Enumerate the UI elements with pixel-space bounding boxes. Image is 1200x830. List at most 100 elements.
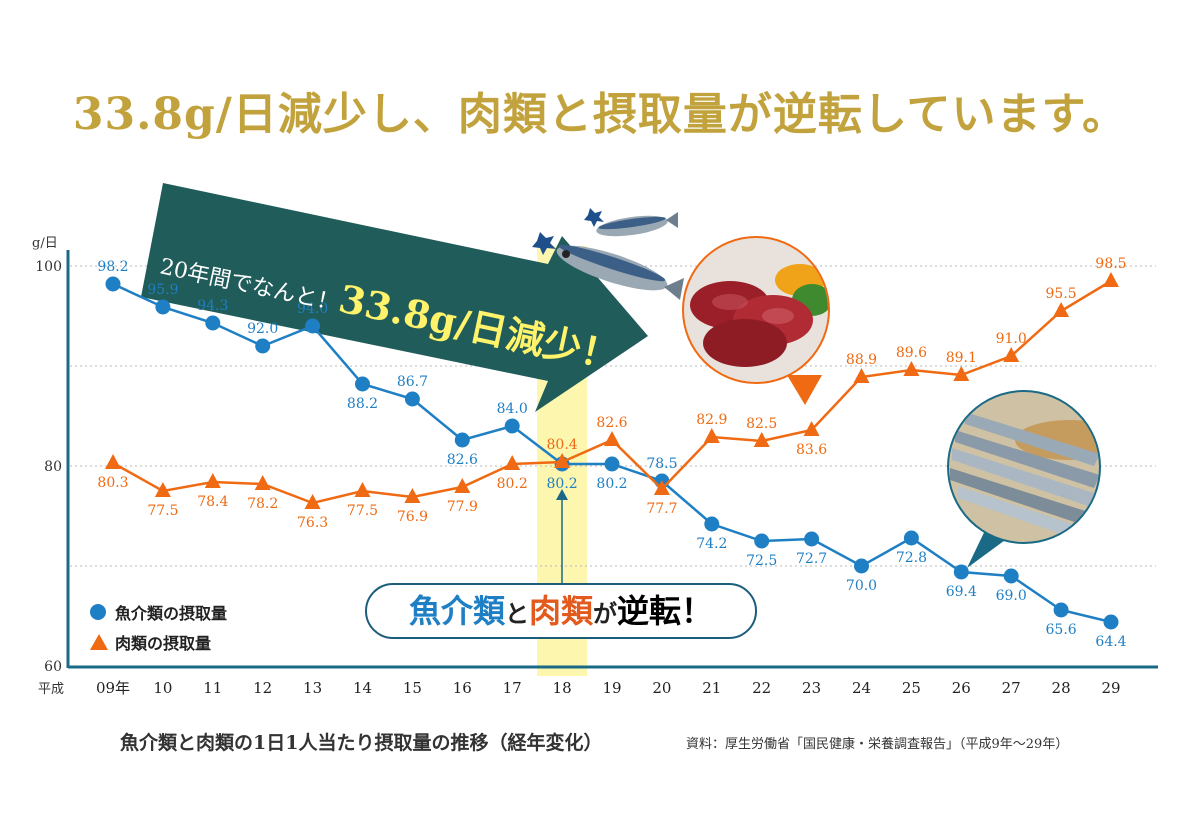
data-label: 78.5	[646, 456, 677, 472]
data-label: 80.2	[547, 476, 578, 492]
data-label: 76.3	[297, 515, 328, 531]
y-axis-unit: g/日	[32, 236, 58, 251]
callout-meat: 肉類	[528, 592, 593, 630]
data-label: 77.5	[347, 503, 378, 519]
data-label: 82.5	[746, 416, 777, 432]
circle-marker-icon	[90, 604, 106, 620]
data-label: 77.7	[646, 501, 677, 517]
y-tick-label: 100	[35, 259, 62, 275]
banner-arrow	[141, 183, 648, 412]
data-label: 65.6	[1046, 622, 1077, 638]
data-label: 84.0	[497, 401, 528, 417]
x-tick-label: 12	[253, 679, 272, 697]
data-point-circle	[754, 533, 770, 549]
data-label: 80.4	[547, 437, 578, 453]
data-label: 88.9	[846, 352, 877, 368]
highlight-pointer-arrowhead	[556, 489, 568, 500]
data-point-circle	[704, 516, 720, 532]
data-label: 77.9	[447, 499, 478, 515]
data-label: 94.3	[197, 298, 228, 314]
data-label: 72.5	[746, 553, 777, 569]
x-tick-label: 18	[553, 679, 572, 697]
x-tick-label: 27	[1002, 679, 1021, 697]
data-point-triangle	[454, 478, 471, 493]
y-tick-label: 60	[44, 659, 62, 675]
data-point-circle	[355, 376, 370, 392]
data-point-triangle	[653, 480, 670, 495]
x-tick-label: 25	[902, 679, 921, 697]
data-point-circle	[604, 456, 620, 472]
data-point-circle	[155, 299, 171, 315]
data-label: 94.0	[297, 301, 328, 317]
data-point-triangle	[105, 454, 121, 469]
x-tick-label: 29	[1101, 679, 1120, 697]
data-point-triangle	[354, 482, 371, 497]
x-tick-label: 17	[503, 679, 522, 697]
data-point-triangle	[753, 432, 770, 447]
x-tick-label: 14	[353, 679, 372, 697]
page-headline: 33.8g/日減少し、肉類と摂取量が逆転しています。	[72, 89, 1128, 140]
y-tick-label: 80	[44, 459, 62, 475]
data-point-circle	[854, 558, 869, 574]
data-point-triangle	[703, 428, 720, 443]
data-label: 89.1	[946, 350, 977, 366]
data-label: 82.6	[447, 452, 478, 468]
data-point-circle	[804, 531, 820, 547]
data-point-triangle	[903, 361, 920, 376]
x-tick-label: 22	[752, 679, 771, 697]
data-label: 98.5	[1095, 256, 1126, 272]
data-point-circle	[504, 418, 520, 434]
data-point-triangle	[504, 455, 521, 470]
data-point-circle	[903, 530, 919, 546]
meat-photo-icon	[682, 236, 830, 405]
data-label: 80.3	[97, 475, 128, 491]
data-point-triangle	[254, 475, 271, 490]
data-label: 98.2	[97, 259, 128, 275]
series-meat: 80.3 77.5 78.4 78.2 76.3 77.5 76.9 77.9 80.2 80.4…	[97, 256, 1126, 531]
data-point-circle	[305, 318, 321, 334]
data-label: 72.7	[796, 551, 827, 567]
chart-caption: 魚介類と肉類の1日1人当たり摂取量の推移（経年変化）	[120, 732, 603, 754]
x-tick-label: 28	[1052, 679, 1071, 697]
data-label: 78.2	[247, 496, 278, 512]
data-label: 83.6	[796, 442, 827, 458]
saury-photo-icon	[947, 390, 1101, 568]
x-tick-label: 09年	[96, 679, 130, 697]
data-point-triangle	[154, 482, 171, 497]
data-point-triangle	[1003, 347, 1020, 362]
reversal-callout: 魚介類と肉類が逆転！	[365, 583, 757, 639]
legend-item-meat: 肉類の摂取量	[90, 627, 227, 657]
data-point-triangle	[1053, 302, 1070, 317]
x-tick-label: 16	[453, 679, 472, 697]
x-tick-label: 10	[153, 679, 172, 697]
data-label: 82.9	[696, 412, 727, 428]
data-label: 64.4	[1095, 634, 1126, 650]
x-axis-prefix: 平成	[38, 682, 64, 697]
data-label: 80.2	[596, 476, 627, 492]
data-point-circle	[404, 391, 420, 407]
data-point-triangle	[853, 368, 870, 383]
data-label: 86.7	[397, 374, 428, 390]
data-point-circle	[205, 315, 221, 331]
data-point-triangle	[1103, 272, 1119, 287]
x-tick-label: 15	[403, 679, 422, 697]
data-point-triangle	[604, 431, 620, 446]
data-label: 70.0	[846, 578, 877, 594]
triangle-marker-icon	[90, 634, 108, 650]
data-label: 77.5	[147, 503, 178, 519]
data-label: 95.5	[1046, 286, 1077, 302]
data-label: 76.9	[397, 509, 428, 525]
data-point-circle	[953, 564, 969, 580]
callout-reversal: 逆転！	[617, 592, 714, 630]
chart-legend: 魚介類の摂取量 肉類の摂取量	[90, 597, 227, 657]
data-point-triangle	[554, 453, 571, 468]
data-point-circle	[1003, 568, 1019, 584]
x-tick-label: 24	[852, 679, 871, 697]
x-tick-label: 26	[952, 679, 971, 697]
data-label: 80.2	[497, 476, 528, 492]
data-label: 89.6	[896, 345, 927, 361]
callout-ga: が	[593, 599, 617, 628]
data-label: 92.0	[247, 321, 278, 337]
data-label: 74.2	[696, 536, 727, 552]
